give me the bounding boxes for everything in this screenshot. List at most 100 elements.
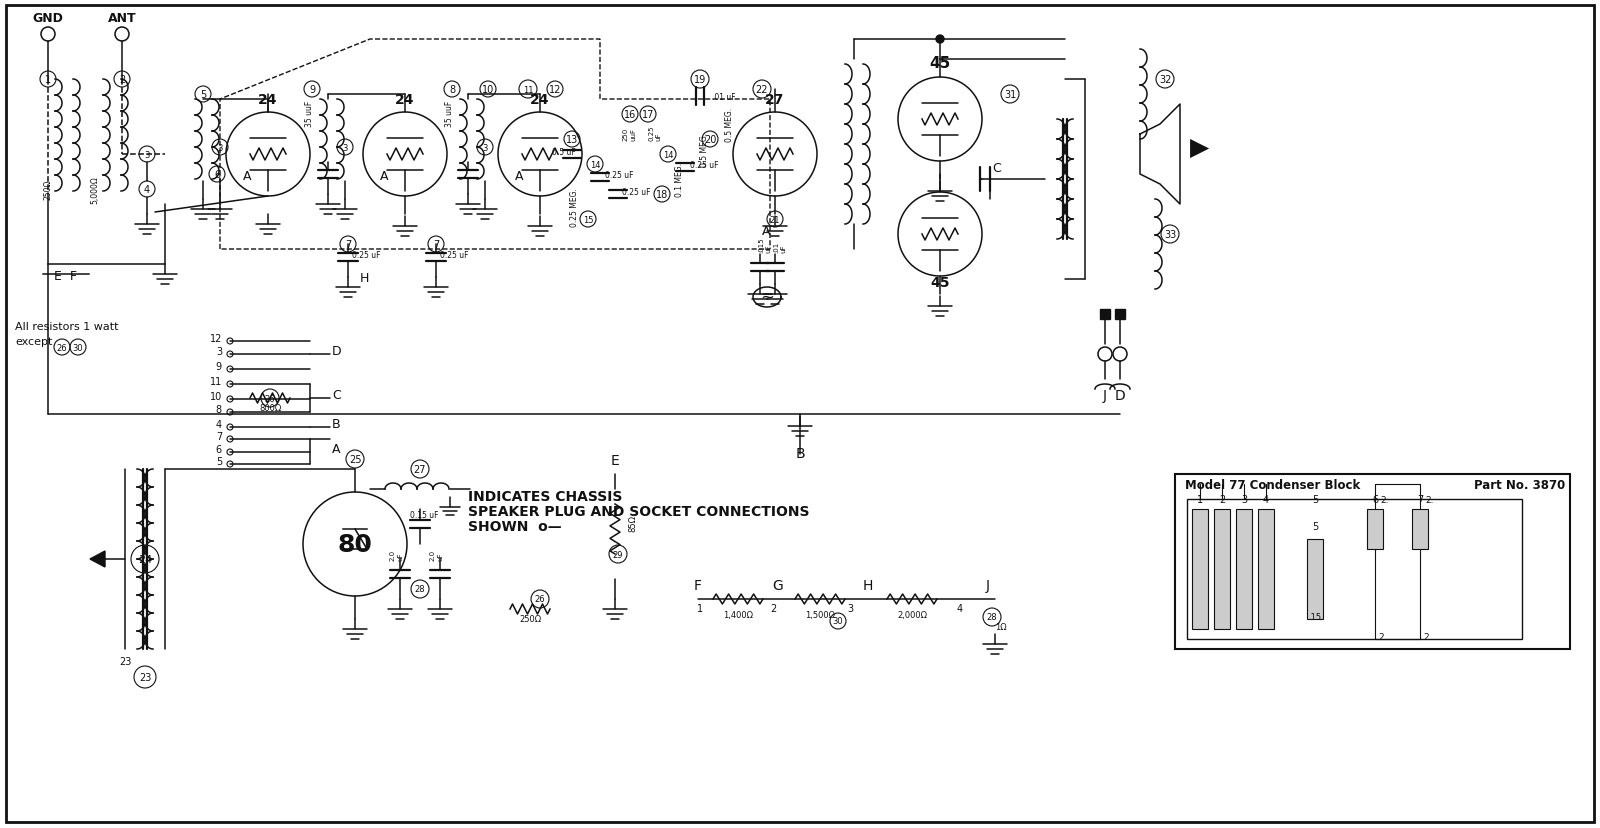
Text: 6: 6	[1371, 494, 1378, 504]
Text: 7: 7	[434, 240, 438, 250]
Text: 18: 18	[656, 190, 669, 200]
Bar	[1115, 310, 1125, 320]
Text: 2: 2	[1422, 633, 1429, 641]
Text: 28: 28	[414, 585, 426, 594]
Bar	[1174, 474, 1570, 649]
Text: 22: 22	[755, 85, 768, 95]
Text: D: D	[333, 344, 342, 358]
Text: 30: 30	[832, 617, 843, 626]
Text: SPEAKER PLUG AND SOCKET CONNECTIONS: SPEAKER PLUG AND SOCKET CONNECTIONS	[467, 504, 810, 518]
Text: 1: 1	[1197, 494, 1203, 504]
Text: 2.: 2.	[1426, 495, 1434, 504]
Text: 3: 3	[482, 143, 488, 152]
Text: 0.25
uF: 0.25 uF	[648, 125, 661, 141]
Text: 33: 33	[1163, 229, 1176, 240]
Circle shape	[936, 36, 944, 44]
Text: 4: 4	[144, 185, 150, 195]
Text: 80: 80	[338, 532, 373, 556]
Text: 5,000Ω: 5,000Ω	[91, 176, 99, 204]
Text: SHOWN  o—: SHOWN o—	[467, 519, 562, 533]
Text: 1: 1	[45, 75, 51, 85]
Text: ▶: ▶	[1190, 136, 1210, 160]
Text: 0.5 MEG.: 0.5 MEG.	[725, 108, 734, 142]
Text: INDICATES CHASSIS: INDICATES CHASSIS	[467, 489, 622, 503]
Text: 0.15 uF: 0.15 uF	[410, 510, 438, 519]
Text: 800Ω: 800Ω	[259, 403, 282, 412]
Text: 9: 9	[216, 362, 222, 372]
Text: except: except	[14, 337, 53, 347]
Text: 17: 17	[642, 110, 654, 120]
Text: 16: 16	[624, 110, 637, 120]
Text: 5: 5	[216, 456, 222, 466]
Text: .01
uF: .01 uF	[773, 242, 786, 253]
Text: A: A	[333, 442, 341, 455]
Text: GND: GND	[32, 12, 64, 25]
Text: 14: 14	[590, 161, 600, 169]
Text: 7: 7	[1418, 494, 1422, 504]
Text: 11: 11	[210, 377, 222, 387]
Text: Part No. 3870: Part No. 3870	[1474, 479, 1565, 491]
Text: H: H	[862, 578, 874, 592]
Text: 2.0
uF: 2.0 uF	[390, 549, 403, 561]
Text: E  F: E F	[53, 270, 77, 282]
Text: 15: 15	[582, 215, 594, 224]
Text: 1: 1	[698, 604, 702, 614]
Bar	[1101, 310, 1110, 320]
Text: 8: 8	[216, 405, 222, 415]
Text: 24: 24	[530, 93, 550, 107]
Text: E: E	[611, 454, 619, 468]
Text: 250
uuF: 250 uuF	[622, 128, 637, 141]
Text: ~: ~	[760, 289, 774, 306]
Text: 31: 31	[1003, 90, 1016, 100]
Bar	[1235, 509, 1251, 629]
Text: 23: 23	[139, 672, 150, 682]
Text: 3: 3	[144, 151, 150, 159]
Text: 3: 3	[218, 143, 222, 152]
Text: F: F	[694, 578, 702, 592]
Text: 2.: 2.	[1379, 495, 1389, 504]
Text: All resistors 1 watt: All resistors 1 watt	[14, 321, 118, 331]
Text: 3: 3	[342, 143, 347, 152]
Text: 7: 7	[216, 431, 222, 441]
Text: 11: 11	[523, 85, 533, 94]
Text: 24: 24	[138, 554, 152, 565]
Text: 1,400Ω: 1,400Ω	[723, 610, 754, 619]
Text: 24: 24	[395, 93, 414, 107]
Text: 14: 14	[662, 151, 674, 159]
Text: 26: 26	[264, 394, 275, 403]
Text: 6: 6	[216, 445, 222, 455]
Text: 250Ω: 250Ω	[518, 614, 541, 623]
Text: 3: 3	[846, 604, 853, 614]
Bar	[1413, 509, 1429, 549]
Text: 4: 4	[957, 604, 963, 614]
Text: A: A	[762, 224, 771, 238]
Text: 2.0
uF: 2.0 uF	[430, 549, 443, 561]
Text: 27: 27	[414, 465, 426, 474]
Text: 4: 4	[1262, 494, 1269, 504]
Text: 12: 12	[210, 334, 222, 344]
Text: 24: 24	[258, 93, 278, 107]
Text: 85Ω: 85Ω	[627, 514, 637, 532]
Text: 29: 29	[613, 550, 624, 559]
Text: 3: 3	[1242, 494, 1246, 504]
Text: C: C	[992, 161, 1000, 175]
Text: D: D	[1115, 388, 1125, 402]
Text: ANT: ANT	[107, 12, 136, 25]
Text: 0.1 MEG.: 0.1 MEG.	[675, 163, 685, 197]
Text: 45: 45	[930, 56, 950, 71]
Text: J: J	[986, 578, 990, 592]
Bar	[1366, 509, 1382, 549]
Text: 26: 26	[56, 343, 67, 352]
Text: 250Ω: 250Ω	[43, 180, 53, 200]
Text: 1,500Ω: 1,500Ω	[805, 610, 835, 619]
Text: .015
uF: .015 uF	[758, 237, 771, 253]
Text: H: H	[360, 272, 370, 285]
Text: 2: 2	[1378, 633, 1384, 641]
Text: 5: 5	[1312, 494, 1318, 504]
Text: 13: 13	[566, 135, 578, 145]
Text: A: A	[515, 170, 523, 183]
Text: 9: 9	[309, 85, 315, 95]
Text: 2,000Ω: 2,000Ω	[898, 610, 926, 619]
Text: 2: 2	[770, 604, 776, 614]
Text: 25: 25	[349, 455, 362, 465]
